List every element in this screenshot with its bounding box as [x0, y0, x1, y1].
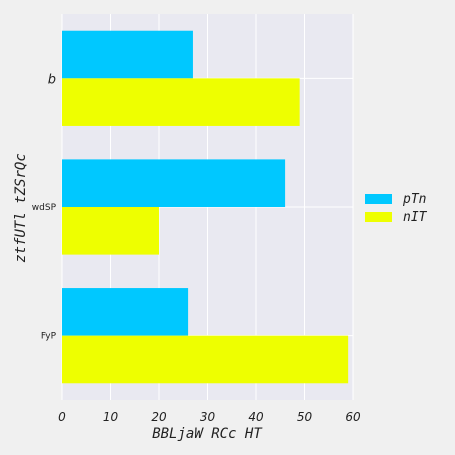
- x-axis-label: BBLjaW RCc HT: [152, 426, 263, 442]
- legend-label-pTn: pTn: [402, 192, 426, 207]
- x-tick-label: 40: [248, 410, 264, 424]
- legend-swatch-pTn: [365, 194, 392, 204]
- y-tick-label: b: [48, 72, 56, 87]
- bar-nIT-wdSP: [62, 207, 159, 255]
- x-tick-labels: 0 10 20 30 40 50 60: [58, 410, 361, 424]
- y-tick-label: FyP: [41, 332, 57, 342]
- bar-nIT-b: [62, 78, 300, 126]
- legend-swatch-nIT: [365, 212, 392, 222]
- bar-nIT-FyP: [62, 335, 349, 384]
- legend: pTn nIT: [365, 192, 428, 225]
- x-tick-label: 20: [151, 410, 167, 424]
- x-tick-label: 60: [345, 410, 361, 424]
- y-tick-labels: b wdSP FyP: [32, 72, 57, 341]
- y-axis-label: ztfUTl tZSrQc: [13, 153, 29, 263]
- y-tick-label: wdSP: [32, 203, 57, 213]
- bar-pTn-wdSP: [62, 159, 286, 207]
- x-tick-label: 50: [297, 410, 313, 424]
- x-tick-label: 10: [103, 410, 119, 424]
- x-tick-label: 0: [58, 410, 66, 424]
- bar-pTn-FyP: [62, 288, 189, 336]
- bar-pTn-b: [62, 30, 193, 79]
- bars-group: [62, 30, 349, 384]
- x-tick-label: 30: [200, 410, 216, 424]
- legend-label-nIT: nIT: [403, 210, 428, 225]
